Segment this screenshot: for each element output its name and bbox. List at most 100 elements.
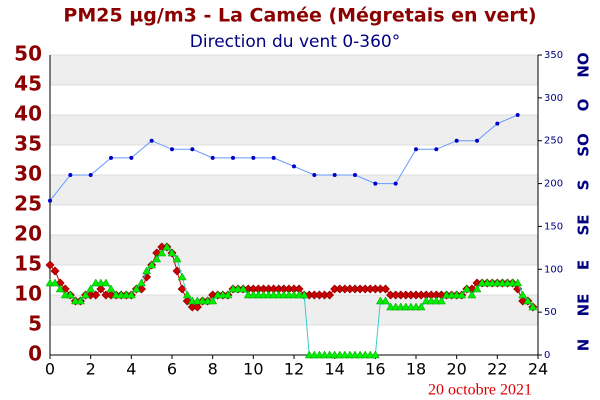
point xyxy=(325,290,335,300)
point xyxy=(299,290,309,299)
point xyxy=(190,147,195,152)
point xyxy=(48,198,52,203)
point xyxy=(271,155,276,160)
point xyxy=(50,278,60,287)
y2-tick-label: 0 xyxy=(544,350,550,361)
y2-tick-label: 100 xyxy=(544,264,563,275)
y-tick-label: 50 xyxy=(14,42,42,66)
point xyxy=(462,284,472,293)
y-tick-label: 30 xyxy=(14,162,42,186)
y-tick-label: 15 xyxy=(14,252,42,276)
compass-label: S xyxy=(575,180,593,191)
y2-tick-label: 250 xyxy=(544,136,563,147)
point xyxy=(86,284,96,293)
y2-tick-label: 300 xyxy=(544,93,563,104)
series-line xyxy=(49,114,518,202)
point xyxy=(436,296,446,305)
point xyxy=(434,147,439,152)
point xyxy=(475,138,479,143)
point xyxy=(467,290,477,299)
x-tick-label: 16 xyxy=(365,360,385,379)
x-tick-label: 24 xyxy=(528,360,548,379)
point xyxy=(238,284,248,293)
y-tick-label: 25 xyxy=(14,192,42,216)
point xyxy=(192,302,202,312)
compass-label: O xyxy=(575,99,593,112)
point xyxy=(414,147,418,152)
x-tick-label: 4 xyxy=(126,360,136,379)
point xyxy=(172,254,182,263)
point xyxy=(231,155,235,160)
y2-tick-label: 50 xyxy=(544,307,557,318)
compass-label: N xyxy=(575,339,593,352)
grid-band xyxy=(50,235,538,265)
point xyxy=(292,164,296,169)
x-tick-label: 12 xyxy=(284,360,304,379)
point xyxy=(472,284,482,293)
point xyxy=(312,173,317,177)
x-tick-label: 10 xyxy=(243,360,263,379)
point xyxy=(152,254,162,263)
x-tick-label: 14 xyxy=(324,360,344,379)
x-tick-label: 22 xyxy=(487,360,507,379)
point xyxy=(513,278,523,287)
point xyxy=(50,266,60,276)
point xyxy=(454,138,459,143)
x-tick-label: 20 xyxy=(446,360,466,379)
point xyxy=(416,302,426,311)
y-tick-label: 0 xyxy=(28,342,42,366)
y-tick-label: 5 xyxy=(28,312,42,336)
chart-title: PM25 µg/m3 - La Camée (Mégretais en vert… xyxy=(63,5,536,27)
point xyxy=(528,302,538,311)
y-tick-label: 10 xyxy=(14,282,42,306)
point xyxy=(81,290,91,299)
point xyxy=(68,173,73,177)
grid-band xyxy=(50,175,538,205)
point xyxy=(373,181,378,186)
x-tick-label: 2 xyxy=(86,360,96,379)
compass-label: E xyxy=(575,260,593,270)
compass-label: NE xyxy=(575,294,593,317)
point xyxy=(109,155,113,160)
point xyxy=(223,290,233,299)
point xyxy=(131,284,141,293)
x-tick-label: 0 xyxy=(45,360,55,379)
point xyxy=(495,121,500,126)
point xyxy=(137,278,146,287)
point xyxy=(177,272,187,281)
point xyxy=(353,173,357,177)
chart-subtitle: Direction du vent 0-360° xyxy=(190,32,400,52)
point xyxy=(101,278,111,287)
y2-tick-label: 150 xyxy=(544,221,563,232)
point xyxy=(142,266,152,275)
compass-label: SE xyxy=(575,214,593,235)
point xyxy=(381,284,390,294)
compass-label: NO xyxy=(575,52,593,77)
compass-label: SO xyxy=(575,133,593,157)
grid-band xyxy=(50,295,538,325)
point xyxy=(182,290,192,299)
y-tick-label: 35 xyxy=(14,132,42,156)
point xyxy=(210,155,215,160)
y2-tick-label: 350 xyxy=(544,50,563,61)
point xyxy=(76,296,85,305)
point xyxy=(126,290,136,299)
x-tick-label: 18 xyxy=(406,360,426,379)
point xyxy=(157,248,167,257)
point xyxy=(167,248,177,257)
date-label: 20 octobre 2021 xyxy=(428,382,532,399)
y-tick-label: 40 xyxy=(14,102,42,126)
grid-band xyxy=(50,55,538,85)
point xyxy=(523,296,533,305)
point xyxy=(170,147,174,152)
point xyxy=(147,260,157,269)
point xyxy=(55,284,65,293)
point xyxy=(393,181,398,186)
y2-tick-label: 200 xyxy=(544,179,563,190)
y-tick-label: 45 xyxy=(14,72,42,96)
x-tick-label: 6 xyxy=(167,360,177,379)
point xyxy=(332,173,337,177)
point xyxy=(106,284,116,293)
point xyxy=(457,290,467,299)
